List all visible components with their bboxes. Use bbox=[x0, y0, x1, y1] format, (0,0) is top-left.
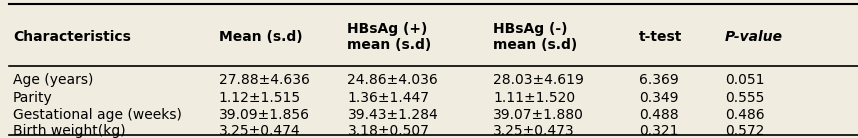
Text: 0.486: 0.486 bbox=[725, 108, 764, 122]
Text: 0.051: 0.051 bbox=[725, 73, 764, 87]
Text: 1.11±1.520: 1.11±1.520 bbox=[493, 91, 576, 105]
Text: 39.43±1.284: 39.43±1.284 bbox=[347, 108, 438, 122]
Text: HBsAg (+)
mean (s.d): HBsAg (+) mean (s.d) bbox=[347, 22, 432, 52]
Text: 0.488: 0.488 bbox=[639, 108, 679, 122]
Text: 39.09±1.856: 39.09±1.856 bbox=[219, 108, 310, 122]
Text: 6.369: 6.369 bbox=[639, 73, 679, 87]
Text: 3.25±0.474: 3.25±0.474 bbox=[219, 124, 300, 138]
Text: 28.03±4.619: 28.03±4.619 bbox=[493, 73, 584, 87]
Text: 0.321: 0.321 bbox=[639, 124, 679, 138]
Text: 3.18±0.507: 3.18±0.507 bbox=[347, 124, 429, 138]
Text: Parity: Parity bbox=[13, 91, 52, 105]
Text: 1.36±1.447: 1.36±1.447 bbox=[347, 91, 430, 105]
Text: 27.88±4.636: 27.88±4.636 bbox=[219, 73, 310, 87]
Text: HBsAg (-)
mean (s.d): HBsAg (-) mean (s.d) bbox=[493, 22, 577, 52]
Text: 1.12±1.515: 1.12±1.515 bbox=[219, 91, 301, 105]
Text: Age (years): Age (years) bbox=[13, 73, 94, 87]
Text: 0.555: 0.555 bbox=[725, 91, 764, 105]
Text: 3.25±0.473: 3.25±0.473 bbox=[493, 124, 575, 138]
Text: P-value: P-value bbox=[725, 30, 783, 44]
Text: Mean (s.d): Mean (s.d) bbox=[219, 30, 302, 44]
Text: 0.349: 0.349 bbox=[639, 91, 679, 105]
Text: Gestational age (weeks): Gestational age (weeks) bbox=[13, 108, 182, 122]
Text: 24.86±4.036: 24.86±4.036 bbox=[347, 73, 438, 87]
Text: t-test: t-test bbox=[639, 30, 683, 44]
Text: Characteristics: Characteristics bbox=[13, 30, 130, 44]
Text: 0.572: 0.572 bbox=[725, 124, 764, 138]
Text: Birth weight(kg): Birth weight(kg) bbox=[13, 124, 125, 138]
Text: 39.07±1.880: 39.07±1.880 bbox=[493, 108, 584, 122]
